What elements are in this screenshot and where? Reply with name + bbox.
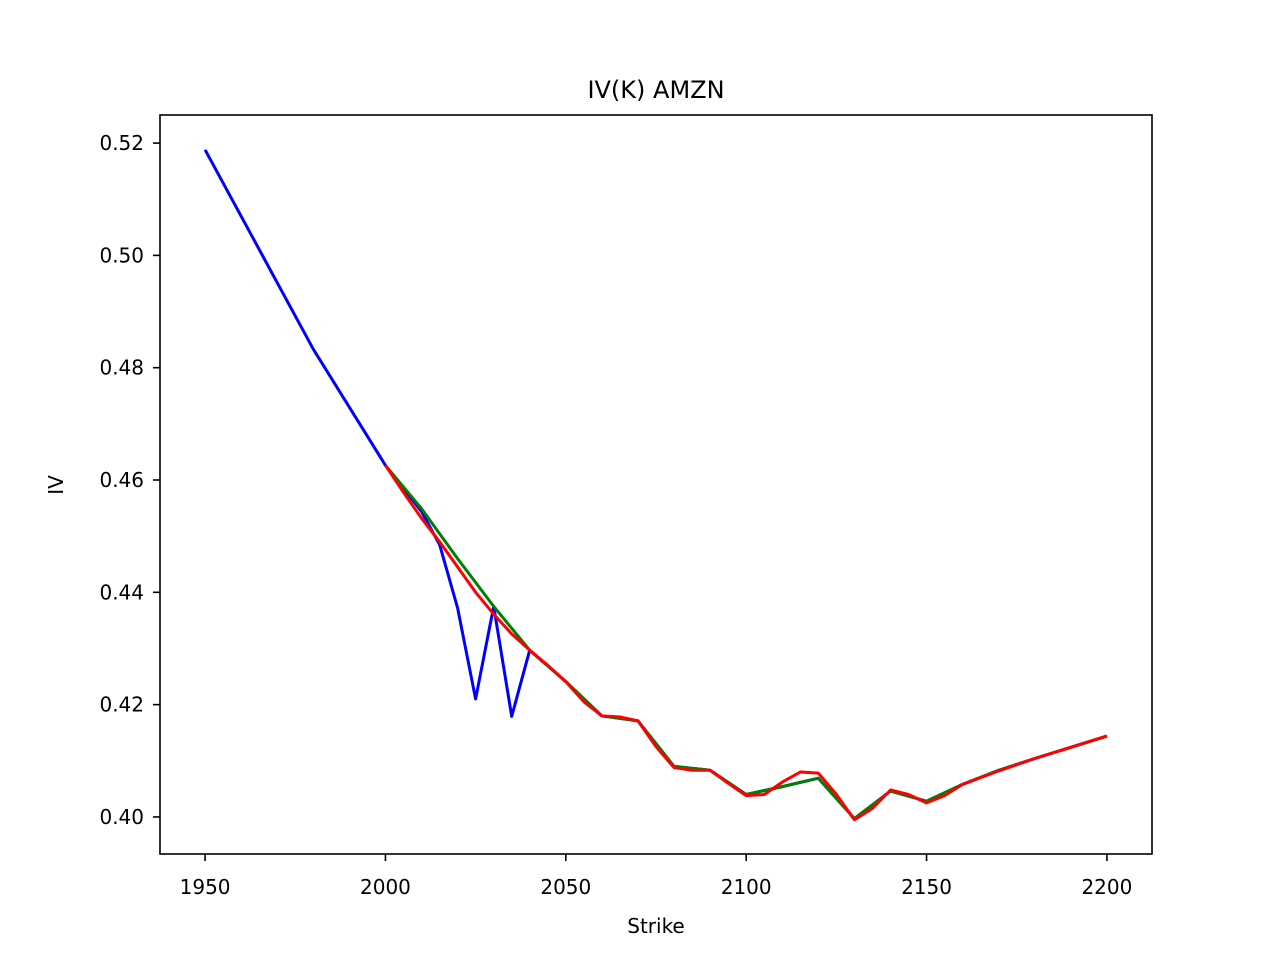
y-axis-ticks: 0.40 0.42 0.44 0.46 0.48 0.50 0.52: [99, 131, 160, 829]
series-line-3: [384, 464, 1108, 822]
x-tick-label: 2050: [540, 875, 591, 899]
y-tick-label: 0.46: [99, 468, 144, 492]
x-tick-label: 2150: [901, 875, 952, 899]
y-tick-label: 0.44: [99, 580, 144, 604]
y-tick-label: 0.42: [99, 693, 144, 717]
plot-frame: [159, 114, 1153, 855]
x-axis-title: Strike: [627, 914, 685, 938]
chart-title: IV(K) AMZN: [587, 76, 724, 104]
x-tick-label: 2100: [721, 875, 772, 899]
x-axis-ticks: 1950 2000 2050 2100 2150 2200: [180, 854, 1132, 899]
y-tick-label: 0.48: [99, 356, 144, 380]
x-tick-label: 2200: [1081, 875, 1132, 899]
y-tick-label: 0.52: [99, 131, 144, 155]
y-tick-label: 0.40: [99, 805, 144, 829]
x-tick-label: 1950: [180, 875, 231, 899]
y-axis-title: IV: [44, 475, 68, 495]
series-layer: [203, 149, 1108, 822]
x-tick-label: 2000: [360, 875, 411, 899]
y-tick-label: 0.50: [99, 243, 144, 267]
